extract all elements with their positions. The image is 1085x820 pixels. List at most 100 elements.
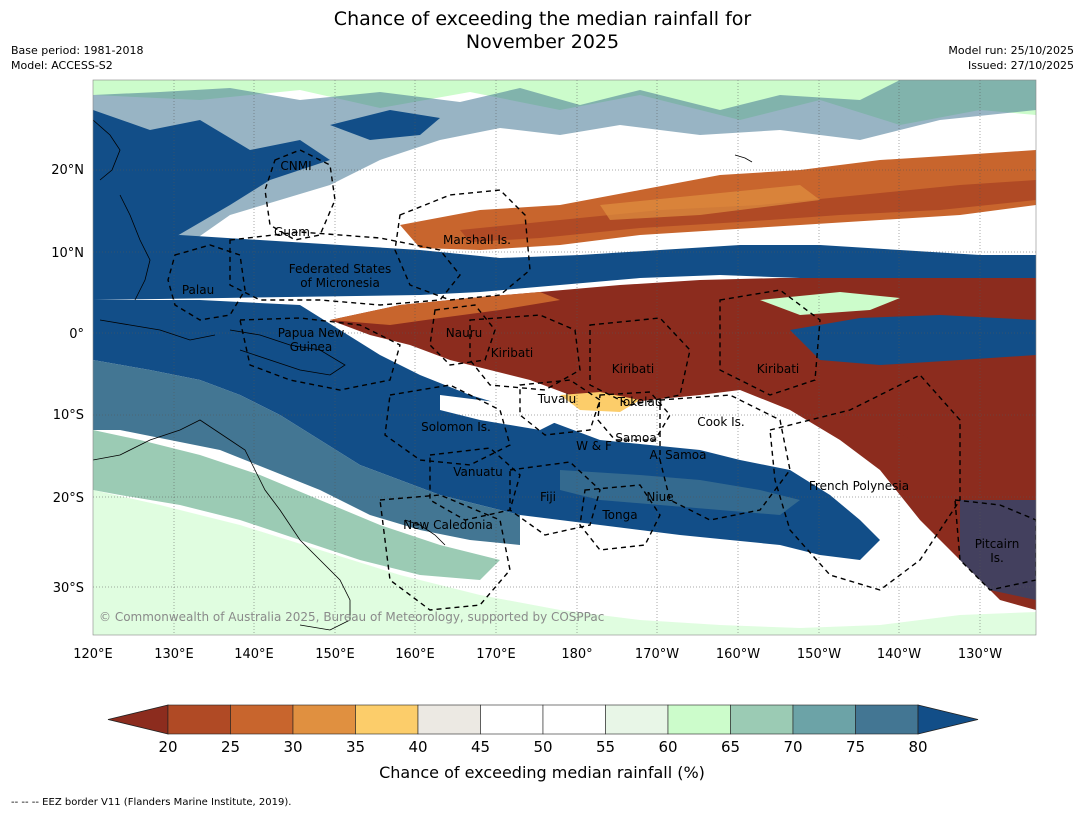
place-label: Vanuatu — [453, 465, 503, 479]
place-label: Federated States — [289, 262, 391, 276]
lat-tick-label: 30°S — [53, 581, 84, 596]
place-label: Guinea — [290, 340, 333, 354]
colorbar-tick-label: 55 — [596, 738, 615, 756]
lon-tick-label: 170°W — [635, 647, 679, 662]
colorbar-tick-label: 35 — [346, 738, 365, 756]
place-label: Cook Is. — [697, 415, 744, 429]
east-green-streak — [760, 292, 900, 315]
eez-cook — [659, 394, 791, 521]
lon-tick-label: 130°E — [154, 647, 194, 662]
place-label: Pitcairn — [975, 537, 1020, 551]
eez-pitcairn — [954, 499, 1036, 591]
colorbar-tick-label: 25 — [221, 738, 240, 756]
place-label: Guam — [274, 225, 310, 239]
eez-kiribati-east — [719, 289, 821, 396]
map-frame — [92, 79, 1037, 636]
eez-solomon — [384, 384, 511, 466]
lat-tick-label: 20°N — [51, 163, 84, 178]
lon-tick-label: 140°E — [234, 647, 274, 662]
colorbar-tick-label: 65 — [721, 738, 740, 756]
copyright-notice: © Commonwealth of Australia 2025, Bureau… — [99, 610, 604, 624]
lat-tick-label: 20°S — [53, 491, 84, 506]
northern-wet-band — [93, 235, 1036, 300]
northwest-blue-area — [93, 110, 330, 245]
colorbar-bin — [605, 704, 669, 735]
colorbar-bin — [542, 704, 606, 735]
eez-nauru — [429, 304, 496, 366]
eez-kiribati-central — [589, 317, 691, 406]
lon-tick-label: 130°W — [958, 647, 1002, 662]
colorbar-bin — [855, 704, 919, 735]
meta-right: Model run: 25/10/2025 Issued: 27/10/2025 — [948, 43, 1074, 73]
rainfall-map-area: © Commonwealth of Australia 2025, Bureau… — [93, 80, 1036, 635]
eez-tokelau — [597, 391, 671, 441]
pitcairn-wet-patch — [960, 500, 1036, 600]
place-label: Kiribati — [757, 362, 799, 376]
colorbar-tick-label: 45 — [471, 738, 490, 756]
colorbar-bin — [355, 704, 419, 735]
colorbar-tick-label: 20 — [158, 738, 177, 756]
eez-palau — [167, 244, 246, 321]
place-label: Is. — [990, 551, 1004, 565]
southern-green-area — [93, 490, 1036, 635]
colorbar-tick-label: 70 — [783, 738, 802, 756]
eez-marshall — [394, 189, 531, 301]
place-label: Tuvalu — [537, 392, 577, 406]
place-label: Tokelau — [617, 395, 663, 409]
place-label: Papua New — [278, 326, 345, 340]
lon-tick-label: 140°W — [877, 647, 921, 662]
colorbar-extend-low — [107, 704, 169, 735]
eez-borders — [167, 149, 1036, 611]
colorbar-title: Chance of exceeding median rainfall (%) — [379, 763, 705, 782]
title-line-1: Chance of exceeding the median rainfall … — [333, 8, 752, 30]
eez-french-polynesia — [769, 374, 961, 591]
place-label: Tonga — [601, 508, 637, 522]
eez-png — [239, 317, 401, 391]
east-wet-streak — [790, 315, 1036, 365]
lat-tick-label: 0° — [69, 327, 84, 342]
north-teal-area — [93, 80, 1036, 260]
lon-tick-label: 150°W — [797, 647, 841, 662]
northern-dry-core — [460, 180, 1036, 242]
model-name: Model: ACCESS-S2 — [11, 59, 113, 72]
lat-tick-label: 10°S — [53, 408, 84, 423]
place-label: Kiribati — [612, 362, 654, 376]
colorbar: 20 25 30 35 40 45 50 55 60 65 70 75 80 — [107, 704, 979, 756]
spcz-green-edge — [93, 430, 500, 580]
longitude-tick-labels: 120°E 130°E 140°E 150°E 160°E 170°E 180° 170°W 1… — [73, 647, 1002, 662]
latitude-tick-labels: 20°N 10°N 0° 10°S 20°S 30°S — [51, 163, 84, 596]
place-label: W & F — [576, 439, 612, 453]
colorbar-bin — [792, 704, 856, 735]
dry-edge-yellow — [560, 392, 640, 412]
eez-footnote: -- -- -- EEZ border V11 (Flanders Marine… — [11, 797, 292, 808]
chart-title: Chance of exceeding the median rainfall … — [0, 8, 1085, 54]
coastlines — [93, 119, 753, 631]
colorbar-bin — [480, 704, 544, 735]
place-label: Nauru — [446, 326, 482, 340]
colorbar-bin — [417, 704, 481, 735]
north-blue-patch — [330, 110, 440, 140]
tonga-teal-patch — [560, 470, 800, 515]
lon-tick-label: 160°E — [395, 647, 435, 662]
place-label: of Micronesia — [300, 276, 380, 290]
lon-tick-label: 120°E — [73, 647, 113, 662]
eez-fiji — [509, 461, 601, 536]
new-caledonia-coast — [404, 519, 446, 546]
borneo-coast — [99, 319, 216, 341]
place-label: Palau — [182, 283, 214, 297]
philippines-coast — [119, 194, 151, 301]
meta-left: Base period: 1981-2018 Model: ACCESS-S2 — [11, 43, 143, 73]
colorbar-tick-label: 60 — [658, 738, 677, 756]
place-label: CNMI — [280, 159, 311, 173]
colorbar-tick-label: 80 — [908, 738, 927, 756]
place-label: French Polynesia — [809, 479, 909, 493]
place-label: Kiribati — [491, 346, 533, 360]
fp-dry-patch — [860, 400, 1036, 445]
place-label: Niue — [646, 490, 673, 504]
colorbar-tick-label: 75 — [846, 738, 865, 756]
colorbar-bin — [667, 704, 731, 735]
eez-tuvalu — [519, 379, 601, 436]
